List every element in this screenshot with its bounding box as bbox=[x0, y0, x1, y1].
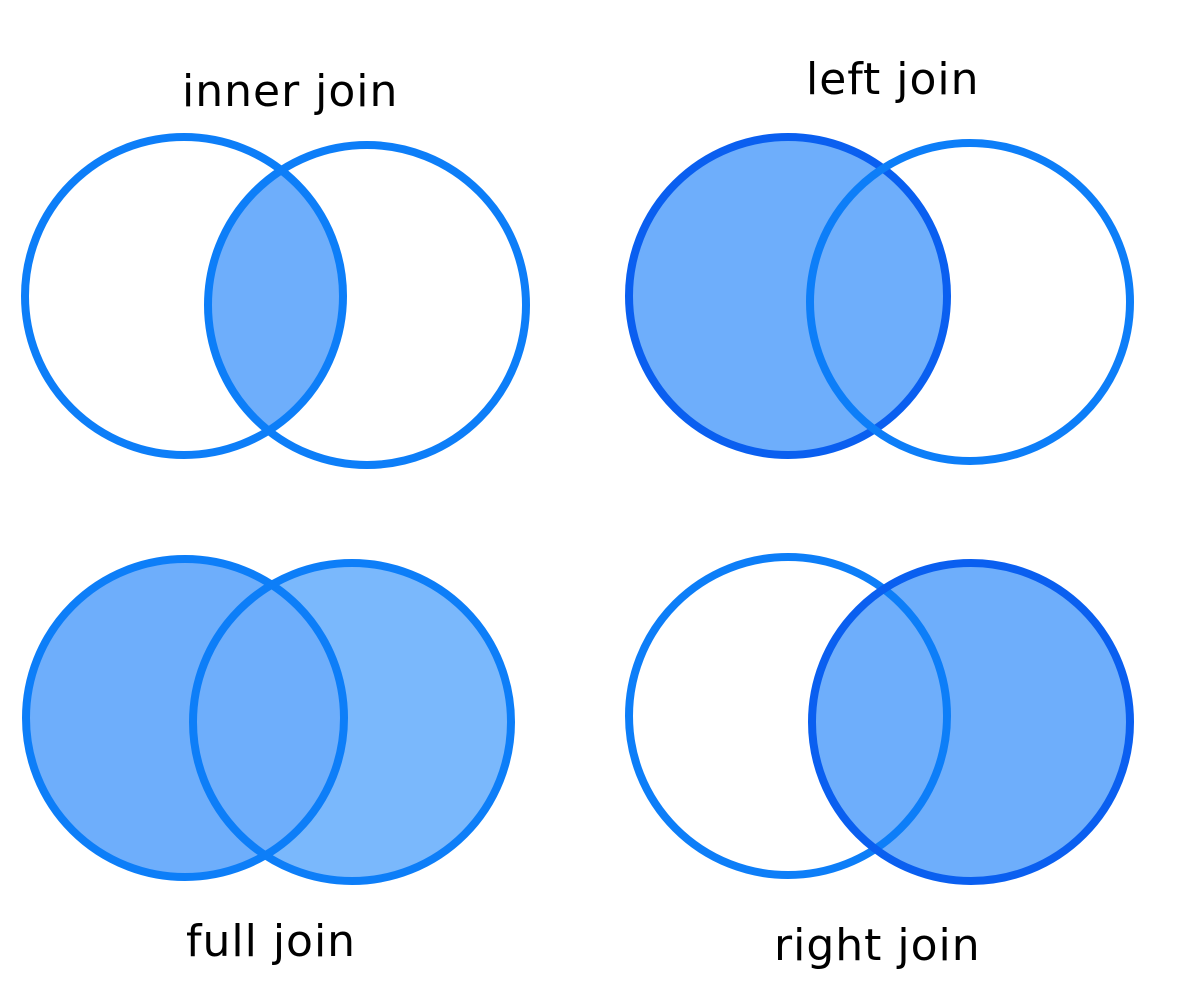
left-join-diagram bbox=[629, 137, 1130, 461]
inner-join-diagram bbox=[25, 137, 526, 465]
full-join-diagram bbox=[26, 559, 511, 881]
right-join-diagram bbox=[629, 557, 1130, 881]
